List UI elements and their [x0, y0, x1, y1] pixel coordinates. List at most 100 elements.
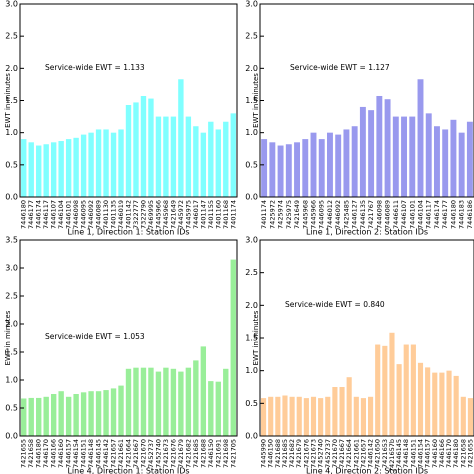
bar — [65, 396, 72, 436]
x-tick-label: 7401168 — [222, 200, 230, 229]
x-tick-label: 7469995 — [147, 200, 155, 229]
bar — [118, 129, 124, 197]
x-tick-label: 7446174 — [35, 200, 43, 229]
y-tick-label: 2.5 — [5, 292, 18, 301]
x-tick-label: 7445972 — [177, 200, 185, 229]
x-tick-label: 7446157 — [424, 439, 432, 468]
bar — [21, 139, 27, 197]
bar — [200, 346, 207, 436]
bar — [453, 375, 459, 436]
bar — [260, 398, 267, 436]
bar — [335, 134, 342, 197]
bar — [200, 132, 207, 197]
bar — [409, 116, 416, 197]
x-tick-label: 7421661 — [352, 439, 360, 468]
bar — [318, 139, 325, 197]
bar — [36, 397, 42, 436]
x-tick-label: 7421667 — [338, 439, 346, 468]
bar — [88, 391, 94, 436]
x-tick-label: 7421664 — [345, 439, 353, 468]
x-tick-label: 7421649 — [293, 200, 301, 229]
bar — [125, 368, 132, 436]
y-tick-label: 0.5 — [5, 404, 18, 413]
bar — [110, 388, 117, 436]
x-tick-label: 7421670 — [139, 439, 147, 468]
x-tick-label: 7421658 — [27, 439, 35, 468]
bar — [50, 142, 57, 197]
y-tick-label: 3.5 — [5, 236, 18, 245]
x-tick-label: 7421691 — [214, 439, 222, 468]
bar — [185, 116, 192, 197]
bar — [103, 129, 109, 197]
x-tick-label: 7445966 — [154, 200, 162, 229]
x-tick-label: 7421676 — [302, 439, 310, 468]
x-tick-label: 7421679 — [177, 439, 185, 468]
bar — [359, 106, 366, 197]
x-tick-label: 7446154 — [417, 439, 425, 468]
x-tick-label: 7446117 — [42, 200, 50, 229]
x-tick-label: 7421682 — [184, 439, 192, 468]
plot-frame — [259, 3, 474, 198]
bar — [73, 394, 79, 436]
x-tick-label: 7425972 — [268, 200, 276, 229]
bar — [148, 367, 154, 436]
x-tick-label: 7446142 — [102, 439, 110, 468]
bar — [425, 113, 432, 197]
x-tick-label: 7446104 — [57, 200, 65, 229]
bar — [302, 139, 309, 197]
x-tick-label: 7322790 — [139, 200, 147, 229]
plot-frame — [19, 239, 238, 437]
x-tick-label: 7421658 — [459, 439, 467, 468]
x-tick-label: 7446107 — [400, 200, 408, 229]
x-tick-label: 7446095 — [80, 200, 88, 229]
bar — [303, 398, 309, 436]
x-tick-label: 7421688 — [199, 439, 207, 468]
x-tick-label: 7446180 — [449, 200, 457, 229]
bar — [351, 126, 358, 197]
bar — [28, 142, 34, 197]
y-tick-label: 1.5 — [245, 334, 258, 343]
bar — [163, 367, 169, 436]
y-tick-label: 0.0 — [245, 193, 258, 202]
y-axis-label: EWT in minutes — [252, 310, 260, 365]
x-tick-label: 7421673 — [310, 439, 318, 468]
x-tick-label: 7421676 — [169, 439, 177, 468]
x-tick-label: 7445968 — [301, 200, 309, 229]
x-tick-label: 7421655 — [466, 439, 474, 468]
bar — [43, 396, 49, 436]
x-axis-label: Line 4, Direction 2: Station IDs — [306, 467, 428, 474]
bar — [360, 398, 367, 436]
y-tick-label: 1.0 — [5, 128, 18, 137]
y-tick-label: 1.5 — [245, 96, 258, 105]
bar — [396, 364, 402, 436]
bar — [460, 396, 466, 436]
x-tick-label: 7446180 — [452, 439, 460, 468]
bar — [325, 396, 331, 436]
x-tick-label: 7421664 — [125, 439, 133, 468]
x-tick-label: 7452740 — [317, 439, 325, 468]
bar — [432, 372, 438, 436]
bar — [442, 129, 449, 197]
x-tick-label: 7446101 — [65, 200, 73, 229]
x-tick-label: 7446151 — [80, 439, 88, 468]
bar — [95, 129, 102, 197]
bar — [118, 385, 124, 436]
x-tick-label: 7421688 — [274, 439, 282, 468]
y-tick-label: 2.5 — [245, 32, 258, 41]
bar — [170, 116, 177, 197]
x-tick-label: 7446150 — [207, 439, 215, 468]
bar — [133, 367, 139, 436]
bar — [401, 116, 408, 197]
y-tick-label: 0.0 — [5, 193, 18, 202]
y-tick-label: 1.5 — [5, 348, 18, 357]
y-tick-label: 1.0 — [245, 128, 258, 137]
bar — [282, 395, 288, 436]
bar — [326, 132, 333, 197]
bar — [185, 367, 192, 436]
x-tick-label: 7446177 — [441, 200, 449, 229]
bar — [268, 396, 274, 436]
bar — [58, 141, 64, 197]
bar — [343, 129, 350, 197]
x-tick-label: 7421679 — [295, 439, 303, 468]
bar — [296, 396, 302, 436]
